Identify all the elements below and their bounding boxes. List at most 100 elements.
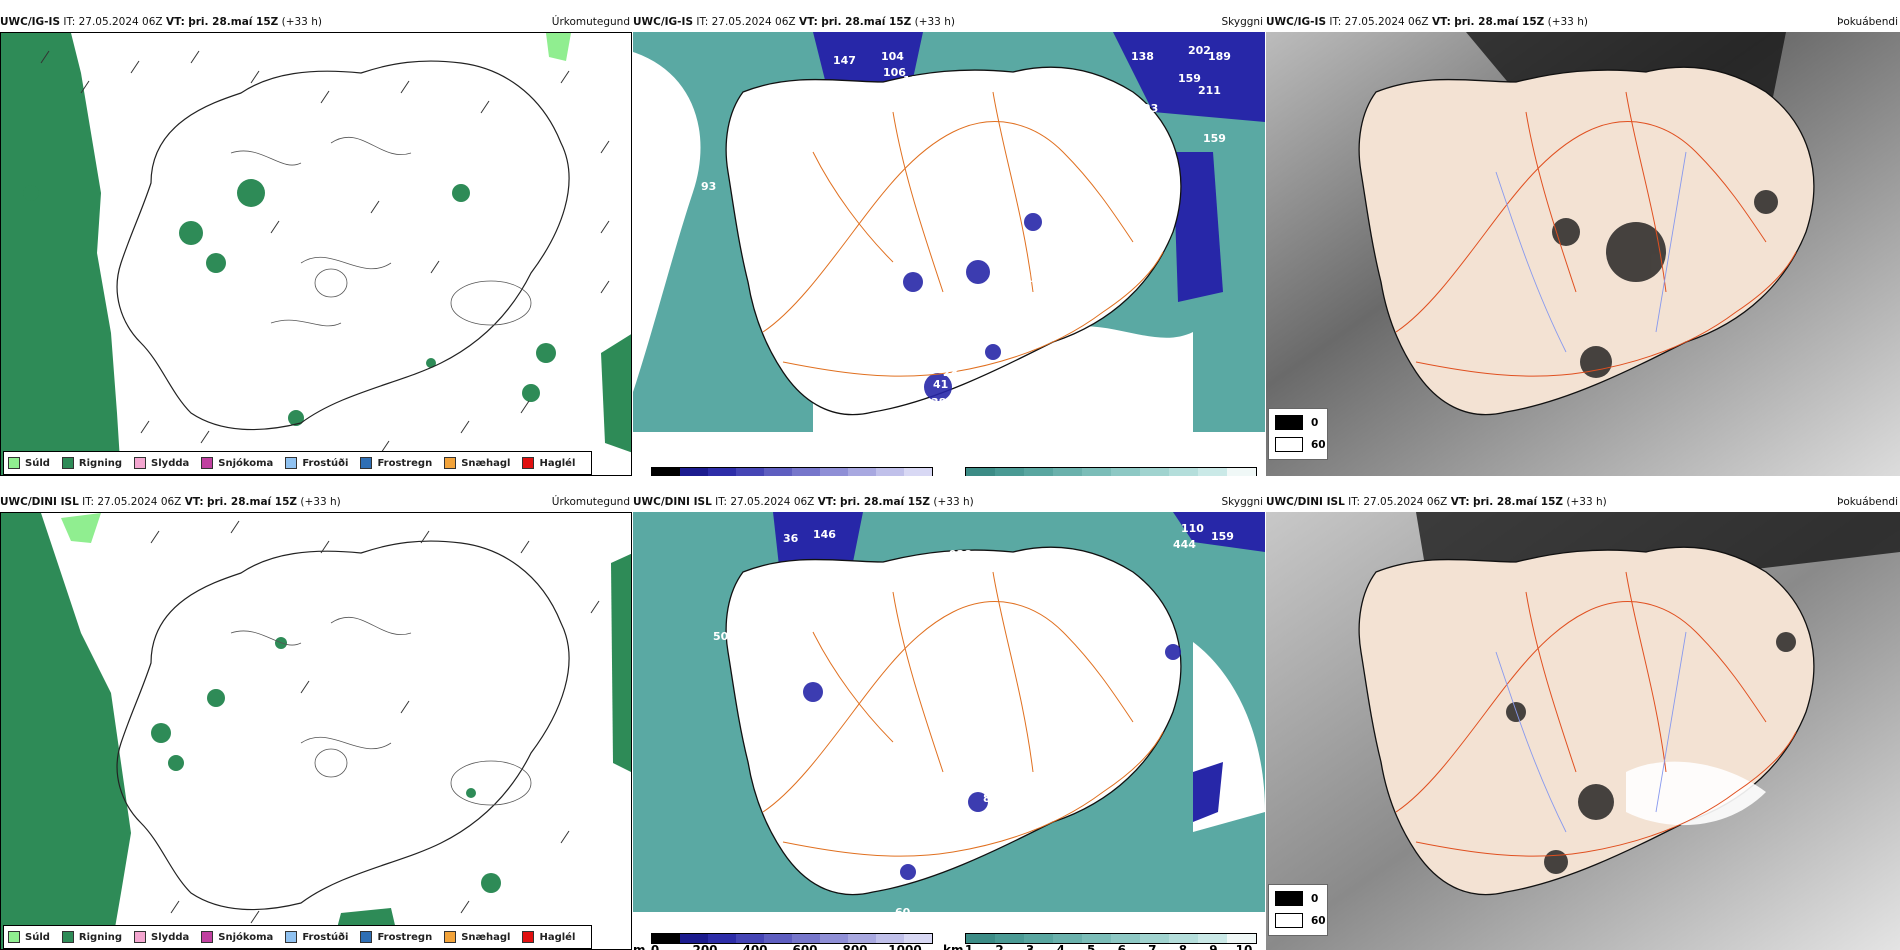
- legend-swatch: [444, 931, 457, 943]
- fog-indicator-map: 0 60: [1266, 32, 1900, 476]
- init-time: IT: 27.05.2024 06Z: [63, 16, 163, 28]
- visibility-tick: 4: [1056, 943, 1065, 950]
- legend-label: Snæhagl: [461, 931, 511, 943]
- legend-label: Snjókoma: [218, 457, 274, 469]
- legend-label: Rigning: [78, 457, 123, 469]
- cloud-base-label: 60: [895, 906, 911, 919]
- panel-bottom-left: UWC/DINI ISL IT: 27.05.2024 06Z VT: þri.…: [0, 494, 632, 950]
- model-name: UWC/DINI ISL: [1266, 496, 1345, 508]
- cloud-base-label: 202: [1188, 44, 1211, 57]
- rain-area-west: [1, 33, 121, 475]
- precip-legend-item: Rigning: [61, 931, 122, 943]
- precip-type-map: Súld Rigning Slydda Snjókoma Frostúði Frostre…: [0, 512, 632, 950]
- rain-area-southeast: [601, 334, 631, 453]
- visibility-tick: 5: [1087, 943, 1096, 950]
- valid-label: VT:: [1431, 16, 1451, 28]
- legend-label: Slydda: [151, 457, 190, 469]
- precip-type-legend: Súld Rigning Slydda Snjókoma Frostúði Frostre…: [3, 451, 593, 475]
- cloud-base-tick: 800: [842, 943, 868, 950]
- precip-legend-item: Slydda: [134, 457, 189, 469]
- panel-top-mid: UWC/IG-IS IT: 27.05.2024 06Z VT: þri. 28…: [633, 14, 1265, 476]
- panel-top-left: UWC/IG-IS IT: 27.05.2024 06Z VT: þri. 28…: [0, 14, 632, 476]
- cloud-base-label: 100: [873, 568, 896, 581]
- legend-swatch: [8, 931, 20, 943]
- model-name: UWC/IG-IS: [1266, 16, 1327, 28]
- legend-swatch: [285, 457, 298, 469]
- precip-legend-item: Snæhagl: [444, 457, 510, 469]
- rain-patches: [23, 179, 556, 426]
- valid-time: þri. 28.maí 15Z: [206, 496, 298, 508]
- cloud-base-label: 106: [819, 80, 842, 93]
- init-time: IT: 27.05.2024 06Z: [82, 496, 182, 508]
- fog-legend-item-60: 60: [1275, 913, 1326, 928]
- cloud-base-label: 444: [1173, 538, 1196, 551]
- legend-swatch: [61, 931, 74, 943]
- terrain-contours: [230, 136, 532, 327]
- cloud-base-label: 147: [833, 54, 856, 67]
- panel-header: UWC/IG-IS IT: 27.05.2024 06Z VT: þri. 28…: [0, 14, 632, 30]
- legend-label: Haglél: [539, 931, 576, 943]
- panel-header: UWC/DINI ISL IT: 27.05.2024 06Z VT: þri.…: [0, 494, 632, 510]
- init-time: IT: 27.05.2024 06Z: [696, 16, 796, 28]
- legend-swatch: [201, 931, 214, 943]
- precip-legend-item: Haglél: [522, 931, 575, 943]
- cloud-base-label: 95: [681, 166, 696, 179]
- legend-swatch: [61, 457, 74, 469]
- cloud-base-label: 68: [1015, 802, 1030, 815]
- visibility-tick: 9: [1209, 943, 1218, 950]
- precip-legend-item: Snæhagl: [444, 931, 510, 943]
- cloud-base-label: 93: [1143, 102, 1158, 115]
- visibility-tick: 2: [995, 943, 1004, 950]
- panel-bottom-right: UWC/DINI ISL IT: 27.05.2024 06Z VT: þri.…: [1266, 494, 1900, 950]
- fog-indicator-map-svg: [1266, 512, 1900, 950]
- panel-header: UWC/DINI ISL IT: 27.05.2024 06Z VT: þri.…: [633, 494, 1265, 510]
- cloud-base-label: 91: [873, 102, 888, 115]
- fog-legend-item-60: 60: [1275, 437, 1326, 452]
- precip-legend-item: Frostúði: [285, 457, 348, 469]
- valid-label: VT:: [798, 16, 818, 28]
- legend-label: Frostúði: [302, 931, 349, 943]
- parameter-name: Skyggni: [1221, 16, 1264, 28]
- parameter-name: Úrkomutegund: [551, 16, 630, 28]
- precip-legend-item: Rigning: [61, 457, 123, 469]
- fog-indicator-map-svg: [1266, 32, 1900, 476]
- cloud-base-tick: 200: [692, 943, 718, 950]
- visibility-tick: 10: [1235, 943, 1253, 950]
- cloud-base-label: 610: [1019, 568, 1042, 581]
- iceland-coastline: [116, 60, 570, 431]
- cloud-base-labels: 36 146 928 430 603 610 130 100 183 183 110 444 159 19…: [713, 522, 1238, 919]
- valid-time: þri. 28.maí 15Z: [188, 16, 279, 28]
- cloud-base-label: 38: [931, 396, 946, 409]
- visibility-map: 36 146 928 430 603 610 130 100 183 183 110 444 159 19…: [633, 512, 1265, 950]
- visibility-tick: 6: [1117, 943, 1126, 950]
- cloud-base-label: 146: [813, 528, 836, 541]
- panel-header: UWC/IG-IS IT: 27.05.2024 06Z VT: þri. 28…: [633, 14, 1265, 30]
- legend-label: Frostregn: [377, 931, 433, 943]
- fog-legend: 0 60: [1268, 408, 1328, 460]
- cloud-base-tick: 0: [650, 943, 660, 950]
- cloud-base-label: 130: [963, 566, 986, 579]
- cloud-base-label: 38: [1093, 296, 1108, 309]
- valid-time: þri. 28.maí 15Z: [1454, 16, 1545, 28]
- visibility-tick: 3: [1025, 943, 1035, 950]
- cloud-base-label: 127: [1025, 272, 1048, 285]
- cloud-base-tick: 400: [742, 943, 768, 950]
- fog-indicator-map: 0 60: [1266, 512, 1900, 950]
- cloud-base-label: 603: [981, 560, 1004, 573]
- parameter-name: Þokuábendi: [1837, 496, 1898, 508]
- model-name: UWC/DINI ISL: [633, 496, 712, 508]
- model-name: UWC/DINI ISL: [0, 496, 79, 508]
- visibility-tick: 7: [1148, 943, 1157, 950]
- legend-swatch: [360, 457, 373, 469]
- legend-label: Súld: [25, 457, 50, 469]
- lead-time: (+33 h): [300, 496, 341, 508]
- cloud-base-label: 189: [1208, 50, 1231, 63]
- visibility-map-svg: 36 146 928 430 603 610 130 100 183 183 110 444 159 19…: [633, 512, 1265, 919]
- cloud-base-label: 159: [1211, 530, 1234, 543]
- cloud-base-label: 138: [1131, 50, 1154, 63]
- lead-time: (+33 h): [1547, 16, 1588, 28]
